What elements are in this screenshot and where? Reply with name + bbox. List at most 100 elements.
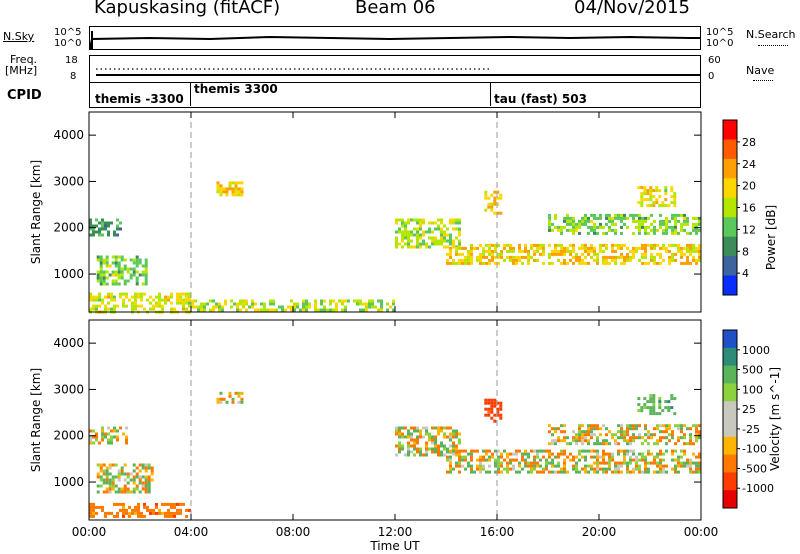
velocity-cell-5: [518, 449, 521, 453]
power-cell-1: [99, 264, 103, 268]
velocity-cell-2: [173, 511, 176, 515]
power-cell-0: [107, 221, 110, 225]
velocity-cell-8: [667, 406, 671, 410]
power-cell-6: [692, 258, 695, 262]
power-cell-8: [653, 219, 656, 223]
power-cell-1: [99, 279, 103, 283]
velocity-cell-7: [554, 430, 557, 434]
power-cell-1: [105, 258, 109, 262]
power-cell-6: [608, 255, 611, 259]
velocity-cell-7: [548, 442, 551, 446]
power-cell-2: [131, 304, 134, 308]
power-cell-4: [219, 187, 223, 191]
power-cell-6: [575, 255, 578, 259]
velocity-cell-1: [144, 487, 148, 491]
power-cell-1: [144, 264, 148, 268]
velocity-cell-4: [428, 432, 431, 436]
velocity-cell-1: [111, 487, 115, 491]
velocity-cell-1: [138, 481, 142, 485]
x-axis-label: Time UT: [369, 539, 420, 553]
velocity-cell-7: [674, 424, 677, 428]
velocity-cell-4: [413, 426, 416, 430]
velocity-cell-5: [458, 461, 461, 465]
noise-panel: [89, 26, 701, 50]
velocity-cell-5: [518, 470, 521, 474]
power-cell-6: [563, 252, 566, 256]
velocity-cell-7: [629, 442, 632, 446]
power-cell-8: [683, 219, 686, 223]
power-cell-8: [605, 216, 608, 220]
velocity-cell-5: [587, 470, 590, 474]
power-cell-4: [240, 187, 244, 191]
velocity-cell-1: [117, 490, 121, 494]
power-cell-3: [254, 308, 257, 312]
velocity-cell-8: [658, 412, 662, 416]
power-cell-6: [518, 243, 521, 247]
velocity-cell-4: [434, 438, 437, 442]
power-y-tick-label-1: 2000: [53, 221, 84, 235]
power-cell-5: [443, 233, 446, 237]
power-cell-6: [470, 243, 473, 247]
velocity-colorbar-label-4: -25: [742, 423, 760, 436]
velocity-cell-1: [102, 478, 106, 482]
power-cell-6: [572, 249, 575, 253]
power-cell-2: [185, 307, 188, 311]
power-cell-5: [395, 221, 398, 225]
power-cell-6: [515, 255, 518, 259]
velocity-cell-5: [686, 464, 689, 468]
power-cell-4: [228, 184, 232, 188]
power-cell-5: [407, 236, 410, 240]
velocity-cell-5: [572, 467, 575, 471]
power-cell-6: [611, 255, 614, 259]
power-cell-9: [637, 186, 641, 190]
velocity-cell-4: [416, 426, 419, 430]
power-cell-3: [197, 305, 200, 309]
power-cell-3: [203, 308, 206, 312]
power-cell-2: [179, 301, 182, 305]
power-cell-8: [614, 222, 617, 226]
velocity-cell-0: [101, 432, 104, 436]
power-cell-5: [434, 236, 437, 240]
power-cell-2: [140, 295, 143, 299]
velocity-cell-2: [119, 502, 122, 506]
velocity-cell-4: [416, 429, 419, 433]
velocity-cell-5: [587, 464, 590, 468]
velocity-cell-2: [122, 511, 125, 515]
power-cell-6: [659, 246, 662, 250]
power-colorbar-label-6: 4: [742, 267, 749, 280]
velocity-cell-5: [647, 452, 650, 456]
velocity-cell-3: [240, 400, 244, 404]
power-cell-6: [488, 243, 491, 247]
velocity-cell-1: [102, 490, 106, 494]
power-cell-5: [440, 236, 443, 240]
power-cell-5: [458, 227, 461, 231]
velocity-cell-5: [503, 458, 506, 462]
velocity-cell-7: [647, 430, 650, 434]
power-cell-6: [500, 252, 503, 256]
power-cell-5: [419, 236, 422, 240]
power-cell-9: [649, 195, 653, 199]
power-cell-5: [395, 230, 398, 234]
power-cell-6: [695, 246, 698, 250]
power-cell-2: [101, 298, 104, 302]
velocity-cell-5: [647, 449, 650, 453]
power-cell-3: [251, 299, 254, 303]
velocity-cell-1: [135, 475, 139, 479]
velocity-cell-5: [545, 467, 548, 471]
power-cell-2: [188, 295, 191, 299]
power-cell-6: [620, 252, 623, 256]
power-cell-6: [581, 258, 584, 262]
power-cell-9: [664, 186, 668, 190]
power-cell-3: [251, 305, 254, 309]
velocity-cell-5: [611, 455, 614, 459]
power-cell-9: [670, 189, 674, 193]
power-cell-6: [617, 255, 620, 259]
power-cell-1: [111, 273, 115, 277]
velocity-cell-7: [650, 436, 653, 440]
power-cell-2: [185, 292, 188, 296]
velocity-cell-5: [518, 461, 521, 465]
velocity-cell-7: [659, 424, 662, 428]
velocity-cell-1: [102, 481, 106, 485]
velocity-cell-1: [147, 475, 151, 479]
power-cell-8: [641, 219, 644, 223]
